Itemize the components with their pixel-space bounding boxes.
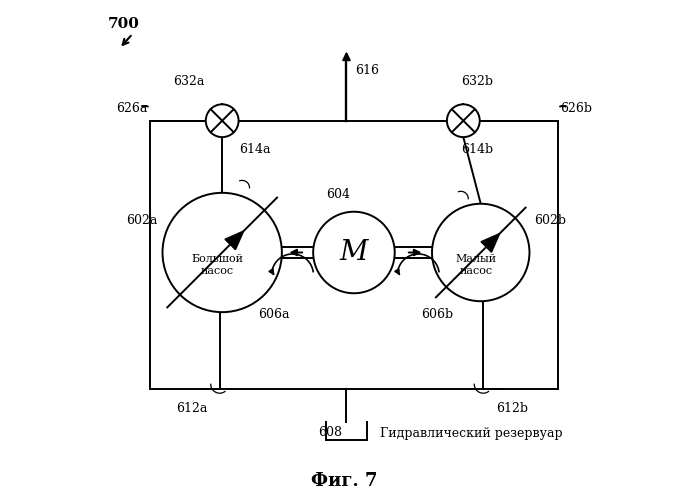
Text: 604: 604 — [327, 188, 351, 201]
Text: 614a: 614a — [239, 143, 271, 156]
Circle shape — [432, 204, 530, 301]
Text: 612a: 612a — [176, 402, 207, 414]
Circle shape — [447, 104, 480, 137]
Text: 626b: 626b — [560, 102, 592, 115]
Text: 606b: 606b — [421, 308, 453, 321]
Circle shape — [313, 212, 395, 294]
Text: Малый
насос: Малый насос — [455, 254, 496, 276]
Text: 612b: 612b — [495, 402, 528, 414]
Text: 608: 608 — [319, 426, 343, 440]
Polygon shape — [481, 234, 499, 252]
Text: 616: 616 — [356, 64, 380, 76]
Text: 626a: 626a — [116, 102, 148, 115]
Text: 602a: 602a — [126, 214, 158, 226]
Text: Большой
насос: Большой насос — [191, 254, 244, 276]
Text: Гидравлический резервуар: Гидравлический резервуар — [380, 428, 562, 440]
Text: M: M — [340, 239, 368, 266]
Circle shape — [162, 193, 282, 312]
Text: 700: 700 — [108, 17, 140, 31]
Text: 614b: 614b — [461, 143, 493, 156]
Text: 632b: 632b — [461, 76, 493, 88]
Text: 606a: 606a — [259, 308, 290, 321]
Text: 602b: 602b — [535, 214, 566, 226]
Text: Фиг. 7: Фиг. 7 — [311, 472, 377, 490]
Text: 632a: 632a — [173, 76, 205, 88]
Bar — [150, 120, 558, 389]
Circle shape — [206, 104, 239, 137]
Polygon shape — [225, 231, 244, 250]
